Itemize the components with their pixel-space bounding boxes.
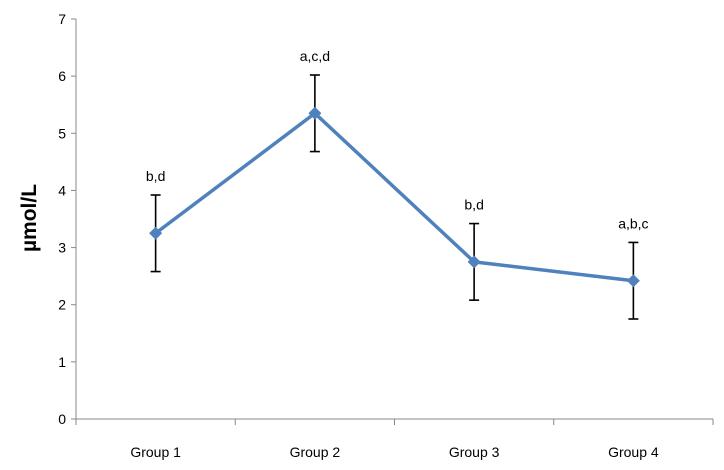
data-point-marker bbox=[308, 106, 322, 120]
y-tick-label: 2 bbox=[58, 297, 66, 313]
series-line bbox=[154, 111, 634, 283]
significance-annotation: a,b,c bbox=[618, 215, 648, 231]
y-tick-label: 0 bbox=[58, 411, 66, 427]
significance-annotation: b,d bbox=[464, 197, 483, 213]
x-axis-ticks: Group 1 Group 2 Group 3 Group 4 bbox=[75, 419, 714, 460]
x-category-label: Group 4 bbox=[608, 444, 659, 460]
y-tick-label: 3 bbox=[58, 240, 66, 256]
data-point-marker bbox=[467, 255, 481, 269]
y-axis-ticks: 0 1 2 3 4 5 6 7 bbox=[58, 11, 76, 427]
data-point-marker bbox=[149, 226, 163, 240]
y-axis-label: µmol/L bbox=[18, 184, 41, 252]
significance-annotation: b,d bbox=[146, 168, 165, 184]
y-tick-label: 7 bbox=[58, 11, 66, 27]
data-point-marker bbox=[626, 274, 640, 288]
significance-annotation: a,c,d bbox=[300, 48, 330, 64]
x-category-label: Group 2 bbox=[290, 444, 341, 460]
y-tick-label: 6 bbox=[58, 68, 66, 84]
y-tick-label: 4 bbox=[58, 182, 66, 198]
x-category-label: Group 1 bbox=[130, 444, 181, 460]
x-category-label: Group 3 bbox=[449, 444, 500, 460]
y-tick-label: 1 bbox=[58, 354, 66, 370]
y-tick-label: 5 bbox=[58, 125, 66, 141]
series-layer: b,d a,c,d b,d a,b,c bbox=[146, 48, 649, 320]
